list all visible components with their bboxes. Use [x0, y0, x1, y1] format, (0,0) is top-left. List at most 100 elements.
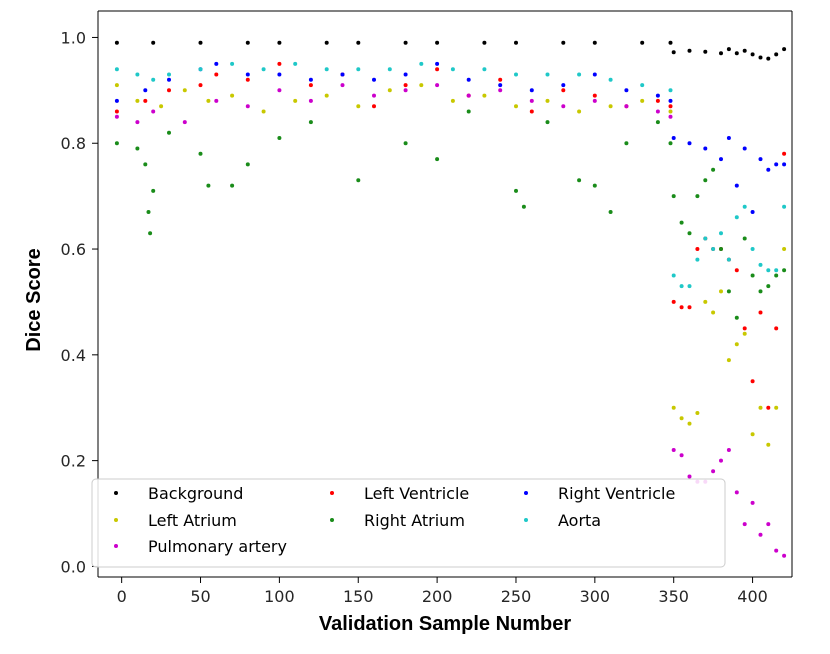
data-point	[419, 61, 424, 66]
x-axis-title: Validation Sample Number	[319, 613, 572, 635]
data-point	[782, 47, 787, 52]
data-point	[261, 67, 266, 72]
data-point	[372, 93, 376, 98]
data-point	[719, 51, 723, 56]
data-point	[135, 120, 140, 125]
legend-marker	[524, 518, 528, 522]
data-point	[356, 104, 361, 109]
data-point	[687, 474, 692, 479]
data-point	[640, 98, 645, 103]
data-point	[114, 67, 119, 72]
data-point	[514, 104, 518, 109]
data-point	[466, 93, 471, 98]
data-point	[151, 40, 156, 45]
data-point	[734, 315, 739, 320]
data-point	[726, 289, 731, 294]
legend-label: Left Atrium	[148, 511, 237, 530]
data-point	[671, 405, 676, 410]
data-point	[592, 93, 597, 98]
x-tick-label: 0	[117, 587, 127, 606]
data-point	[148, 231, 153, 236]
data-point	[143, 88, 148, 93]
data-point	[561, 104, 566, 109]
data-point	[514, 188, 518, 193]
data-point	[151, 109, 156, 114]
data-point	[529, 109, 534, 114]
data-point	[230, 61, 235, 66]
data-point	[182, 88, 187, 93]
data-point	[545, 98, 550, 103]
data-point	[719, 247, 723, 251]
legend-item: Pulmonary artery	[114, 537, 287, 556]
data-point	[726, 358, 731, 363]
data-point	[261, 109, 266, 114]
data-point	[230, 93, 235, 98]
data-point	[711, 247, 716, 251]
data-point	[182, 120, 187, 125]
data-point	[671, 50, 676, 55]
data-point	[726, 47, 731, 52]
data-point	[577, 109, 582, 114]
data-point	[655, 98, 660, 103]
data-point	[277, 61, 282, 66]
data-point	[308, 98, 313, 103]
data-point	[308, 120, 313, 125]
data-point	[482, 67, 487, 72]
data-point	[372, 104, 376, 109]
data-point	[114, 141, 119, 146]
data-point	[387, 67, 392, 72]
data-point	[356, 67, 361, 72]
data-point	[324, 40, 329, 45]
data-point	[671, 194, 676, 199]
data-point	[774, 548, 779, 553]
data-point	[450, 98, 455, 103]
data-point	[668, 104, 673, 109]
legend-item: Aorta	[524, 511, 601, 530]
data-point	[655, 93, 660, 98]
data-point	[498, 83, 503, 88]
legend-item: Left Atrium	[114, 511, 237, 530]
x-tick-label: 350	[658, 587, 689, 606]
data-point	[758, 157, 763, 162]
data-point	[695, 247, 700, 251]
data-point	[592, 183, 597, 188]
data-point	[687, 48, 692, 53]
data-point	[577, 72, 582, 77]
data-point	[703, 146, 708, 151]
data-point	[695, 411, 700, 415]
data-point	[135, 146, 140, 151]
data-point	[293, 61, 298, 66]
y-tick-label: 1.0	[61, 28, 86, 47]
data-point	[435, 67, 440, 72]
series-3	[114, 83, 787, 447]
data-point	[711, 310, 716, 315]
data-point	[782, 553, 787, 558]
data-point	[592, 40, 597, 45]
data-point	[387, 88, 392, 93]
data-point	[719, 458, 723, 463]
data-point	[750, 500, 755, 505]
data-point	[671, 448, 676, 452]
legend-label: Background	[148, 484, 243, 503]
data-point	[703, 49, 708, 54]
data-point	[668, 109, 673, 114]
data-point	[198, 67, 203, 72]
data-point	[230, 183, 235, 188]
data-point	[435, 40, 440, 45]
data-point	[482, 93, 487, 98]
data-point	[687, 284, 692, 289]
legend-marker	[330, 518, 334, 522]
data-point	[774, 268, 779, 273]
data-point	[695, 257, 700, 262]
data-point	[340, 83, 345, 88]
legend-label: Right Atrium	[364, 511, 465, 530]
data-point	[403, 88, 408, 93]
data-point	[308, 83, 313, 88]
data-point	[114, 83, 119, 88]
data-point	[742, 331, 747, 336]
data-point	[529, 88, 534, 93]
data-point	[561, 40, 566, 45]
data-point	[742, 522, 747, 527]
data-point	[668, 114, 673, 119]
legend-label: Pulmonary artery	[148, 537, 287, 556]
